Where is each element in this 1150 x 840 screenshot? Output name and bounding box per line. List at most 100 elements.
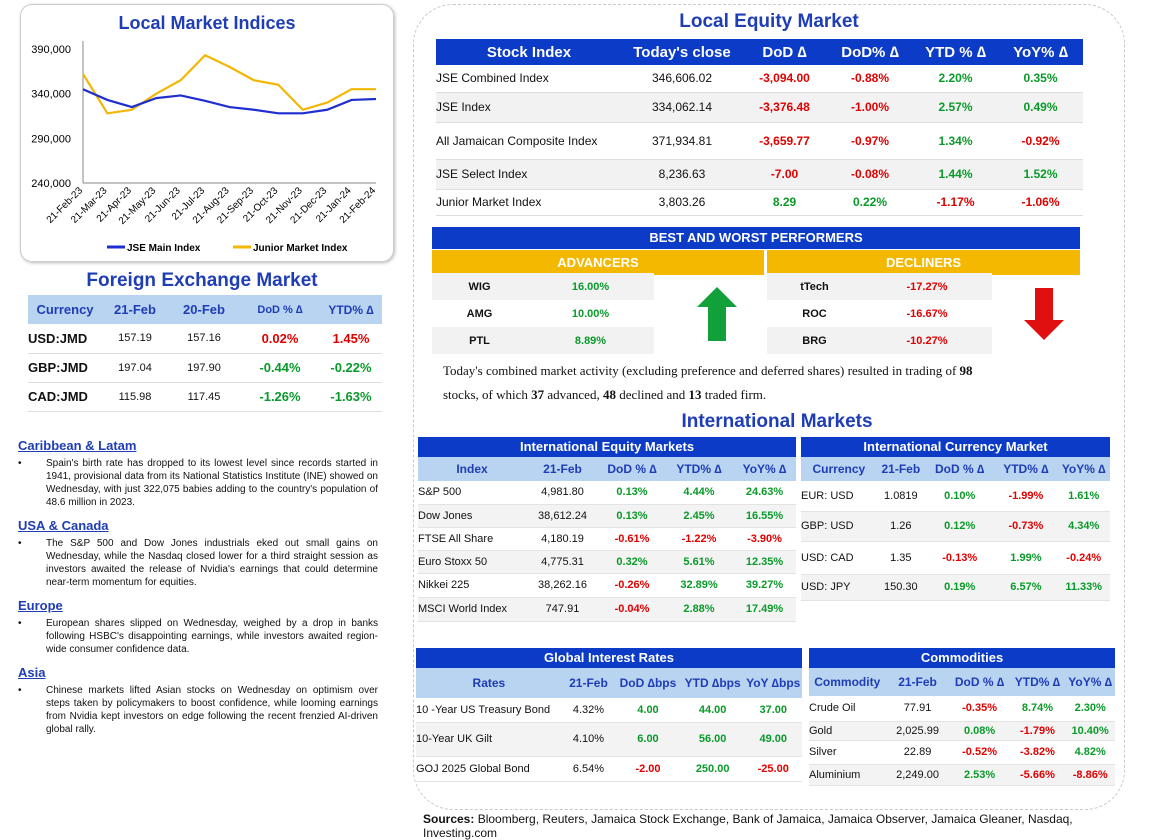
intl-ytd: -1.79% — [1010, 721, 1066, 740]
summary-text: stocks, of which — [443, 387, 531, 402]
news-item: Asia Chinese markets lifted Asian stocks … — [18, 665, 378, 736]
intl-header: YTD% ∆ — [1010, 668, 1066, 696]
performer-ticker: PTL — [432, 327, 527, 354]
international-title: International Markets — [413, 411, 1141, 433]
intl-value: 4.10% — [562, 722, 615, 756]
equity-header: Stock Index — [436, 39, 622, 65]
intl-dod: 0.32% — [599, 550, 665, 573]
intl-dod: -2.00 — [615, 756, 681, 781]
decliners-table: tTech-17.27%ROC-16.67%BRG-10.27% — [767, 273, 992, 354]
equity-ytd: 2.20% — [913, 65, 998, 92]
news-item: USA & CanadaThe S&P 500 and Dow Jones in… — [18, 518, 378, 589]
news-item: Europe European shares slipped on Wednesd… — [18, 598, 378, 656]
intl-name: GBP: USD — [801, 511, 877, 541]
performer-ticker: tTech — [767, 273, 862, 300]
intl-name: Silver — [809, 740, 886, 764]
news-text: European shares slipped on Wednesday, we… — [18, 617, 378, 656]
intl-name: EUR: USD — [801, 481, 877, 511]
intl-name: USD: CAD — [801, 541, 877, 574]
intl-yoy: -3.90% — [733, 527, 796, 550]
equity-close: 334,062.14 — [622, 92, 742, 122]
performer-change: -10.27% — [862, 327, 992, 354]
intl-header: Commodity — [809, 668, 886, 696]
equity-dod-pct: -0.08% — [827, 159, 913, 189]
intl-value: 22.89 — [886, 740, 950, 764]
equity-yoy: 0.35% — [998, 65, 1083, 92]
intl-name: Crude Oil — [809, 696, 886, 721]
equity-close: 346,606.02 — [622, 65, 742, 92]
performer-change: 16.00% — [527, 273, 654, 300]
equity-table: Stock Index Today's close DoD ∆ DoD% ∆ Y… — [436, 39, 1083, 216]
fx-rate-today: 197.04 — [102, 353, 168, 382]
y-tick-label: 340,000 — [31, 89, 71, 101]
intl-dod: 2.53% — [950, 764, 1010, 785]
equity-yoy: 1.52% — [998, 159, 1083, 189]
intl-ytd: -1.99% — [994, 481, 1057, 511]
equity-close: 371,934.81 — [622, 122, 742, 159]
intl-header: DoD % ∆ — [950, 668, 1010, 696]
intl-yoy: 37.00 — [744, 698, 802, 722]
intl-value: 4.32% — [562, 698, 615, 722]
equity-header-row: Stock Index Today's close DoD ∆ DoD% ∆ Y… — [436, 39, 1083, 65]
intl-currency-title: International Currency Market — [801, 437, 1110, 457]
intl-name: GOJ 2025 Global Bond — [416, 756, 562, 781]
equity-header: DoD ∆ — [742, 39, 827, 65]
intl-dod: 0.13% — [599, 504, 665, 527]
intl-yoy: 12.35% — [733, 550, 796, 573]
intl-header: Currency — [801, 457, 877, 481]
intl-ytd: -1.22% — [665, 527, 733, 550]
intl-name: Aluminium — [809, 764, 886, 785]
intl-dod: -0.61% — [599, 527, 665, 550]
equity-index-name: All Jamaican Composite Index — [436, 122, 622, 159]
equity-header: YTD % ∆ — [913, 39, 998, 65]
equity-close: 8,236.63 — [622, 159, 742, 189]
intl-header: Index — [418, 457, 526, 481]
equity-yoy: 0.49% — [998, 92, 1083, 122]
intl-value: 2,249.00 — [886, 764, 950, 785]
intl-dod: -0.04% — [599, 597, 665, 621]
news-region: Europe — [18, 598, 378, 613]
intl-ytd: 250.00 — [681, 756, 745, 781]
intl-header: YTD% ∆ — [665, 457, 733, 481]
intl-ytd: 8.74% — [1010, 696, 1066, 721]
intl-name: MSCI World Index — [418, 597, 526, 621]
equity-close: 3,803.26 — [622, 189, 742, 215]
intl-name: FTSE All Share — [418, 527, 526, 550]
intl-name: USD: JPY — [801, 574, 877, 600]
intl-header: 21-Feb — [526, 457, 599, 481]
news-region: Asia — [18, 665, 378, 680]
intl-ytd: 5.61% — [665, 550, 733, 573]
y-tick-label: 390,000 — [31, 44, 71, 56]
performer-row: ROC-16.67% — [767, 300, 992, 327]
market-summary: Today's combined market activity (exclud… — [443, 359, 1093, 407]
fx-dod: -0.44% — [240, 353, 320, 382]
intl-dod: 6.00 — [615, 722, 681, 756]
intl-name: Dow Jones — [418, 504, 526, 527]
summary-advanced: 37 — [531, 387, 544, 402]
intl-header: DoD ∆bps — [615, 668, 681, 698]
intl-yoy: 39.27% — [733, 573, 796, 597]
performer-ticker: AMG — [432, 300, 527, 327]
intl-name: 10 -Year US Treasury Bond — [416, 698, 562, 722]
equity-index-name: JSE Select Index — [436, 159, 622, 189]
equity-ytd: 1.44% — [913, 159, 998, 189]
news-text: Chinese markets lifted Asian stocks on W… — [18, 684, 378, 736]
intl-header: YoY% ∆ — [733, 457, 796, 481]
rates-title: Global Interest Rates — [416, 648, 802, 668]
news-region: USA & Canada — [18, 518, 378, 533]
intl-header: DoD % ∆ — [599, 457, 665, 481]
intl-yoy: -0.24% — [1057, 541, 1110, 574]
intl-dod: 0.19% — [925, 574, 994, 600]
intl-value: 6.54% — [562, 756, 615, 781]
